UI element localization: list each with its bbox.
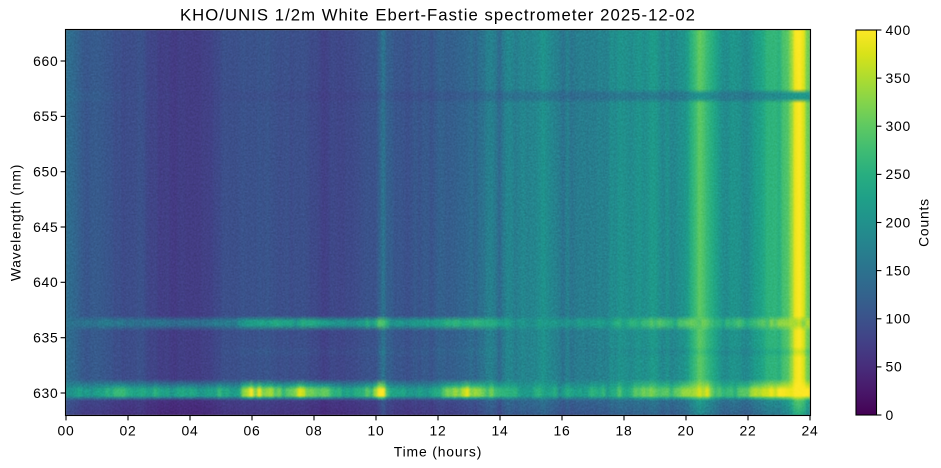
svg-text:640: 640 bbox=[33, 274, 58, 290]
svg-text:20: 20 bbox=[678, 423, 695, 439]
svg-text:12: 12 bbox=[430, 423, 447, 439]
svg-text:635: 635 bbox=[33, 330, 58, 346]
svg-text:100: 100 bbox=[886, 311, 911, 327]
svg-text:14: 14 bbox=[492, 423, 509, 439]
svg-text:18: 18 bbox=[616, 423, 633, 439]
svg-text:200: 200 bbox=[886, 214, 911, 230]
svg-text:655: 655 bbox=[33, 108, 58, 124]
svg-text:350: 350 bbox=[886, 70, 911, 86]
svg-text:150: 150 bbox=[886, 262, 911, 278]
svg-text:250: 250 bbox=[886, 166, 911, 182]
svg-text:16: 16 bbox=[554, 423, 571, 439]
svg-text:0: 0 bbox=[886, 407, 894, 423]
svg-text:04: 04 bbox=[182, 423, 199, 439]
svg-text:400: 400 bbox=[886, 22, 911, 38]
svg-text:660: 660 bbox=[33, 53, 58, 69]
svg-text:00: 00 bbox=[58, 423, 75, 439]
svg-text:50: 50 bbox=[886, 359, 903, 375]
svg-text:Counts: Counts bbox=[916, 198, 932, 247]
svg-text:Time (hours): Time (hours) bbox=[394, 443, 482, 459]
svg-text:08: 08 bbox=[306, 423, 323, 439]
svg-text:645: 645 bbox=[33, 219, 58, 235]
svg-text:650: 650 bbox=[33, 164, 58, 180]
svg-text:KHO/UNIS 1/2m White Ebert-Fast: KHO/UNIS 1/2m White Ebert-Fastie spectro… bbox=[180, 6, 696, 25]
svg-text:02: 02 bbox=[120, 423, 137, 439]
svg-text:06: 06 bbox=[244, 423, 261, 439]
svg-text:Wavelength (nm): Wavelength (nm) bbox=[8, 164, 24, 281]
svg-text:630: 630 bbox=[33, 385, 58, 401]
svg-text:22: 22 bbox=[740, 423, 757, 439]
svg-text:300: 300 bbox=[886, 118, 911, 134]
svg-text:10: 10 bbox=[368, 423, 385, 439]
svg-text:24: 24 bbox=[802, 423, 819, 439]
